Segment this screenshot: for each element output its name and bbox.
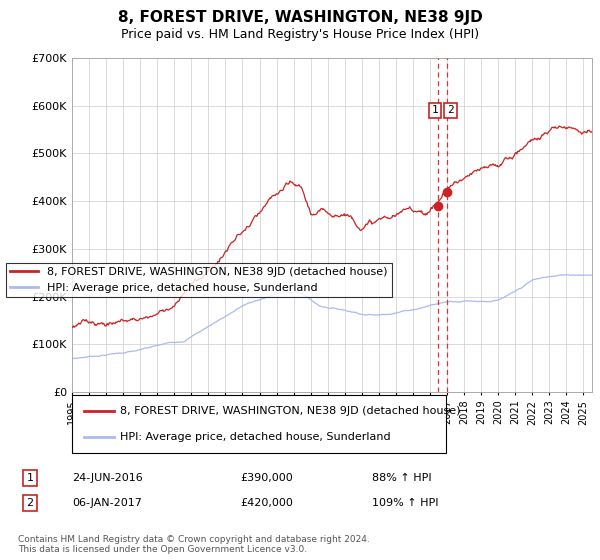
Legend: 8, FOREST DRIVE, WASHINGTON, NE38 9JD (detached house), HPI: Average price, deta: 8, FOREST DRIVE, WASHINGTON, NE38 9JD (d… (5, 263, 392, 297)
Text: 2: 2 (26, 498, 34, 508)
Text: 109% ↑ HPI: 109% ↑ HPI (372, 498, 439, 508)
Text: Price paid vs. HM Land Registry's House Price Index (HPI): Price paid vs. HM Land Registry's House … (121, 28, 479, 41)
Text: 1: 1 (432, 105, 439, 115)
Text: £390,000: £390,000 (240, 473, 293, 483)
Text: £420,000: £420,000 (240, 498, 293, 508)
Text: 24-JUN-2016: 24-JUN-2016 (72, 473, 143, 483)
Text: HPI: Average price, detached house, Sunderland: HPI: Average price, detached house, Sund… (120, 432, 391, 442)
Text: Contains HM Land Registry data © Crown copyright and database right 2024.
This d: Contains HM Land Registry data © Crown c… (18, 535, 370, 554)
Text: 88% ↑ HPI: 88% ↑ HPI (372, 473, 431, 483)
Text: 8, FOREST DRIVE, WASHINGTON, NE38 9JD (detached house): 8, FOREST DRIVE, WASHINGTON, NE38 9JD (d… (120, 406, 461, 416)
Text: 06-JAN-2017: 06-JAN-2017 (72, 498, 142, 508)
Text: 1: 1 (26, 473, 34, 483)
Text: 2: 2 (447, 105, 454, 115)
Text: 8, FOREST DRIVE, WASHINGTON, NE38 9JD: 8, FOREST DRIVE, WASHINGTON, NE38 9JD (118, 10, 482, 25)
